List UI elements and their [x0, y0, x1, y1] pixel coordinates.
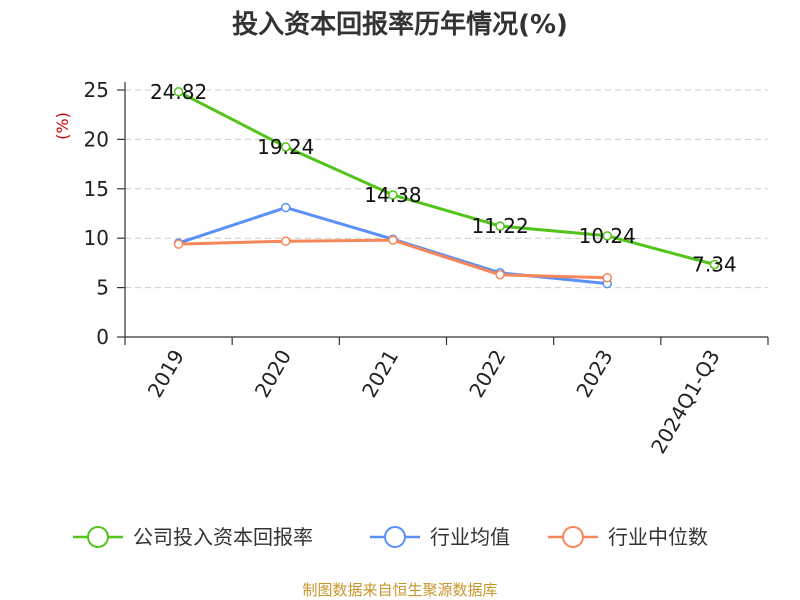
legend-marker	[562, 526, 584, 548]
legend-label: 行业均值	[430, 525, 510, 549]
data-point	[602, 272, 612, 283]
data-point	[281, 142, 291, 152]
series-line	[177, 90, 715, 266]
data-point	[388, 190, 398, 200]
data-point	[602, 231, 612, 241]
legend-item[interactable]: 行业中位数	[548, 525, 708, 549]
series-line	[178, 206, 608, 286]
x-tick-label: 2022	[464, 346, 510, 402]
data-point	[281, 236, 291, 246]
source-note: 制图数据来自恒生聚源数据库	[302, 581, 497, 599]
series-layer	[173, 87, 720, 289]
data-point	[495, 270, 505, 280]
data-label: 19.24	[257, 135, 314, 159]
x-tick-label: 2024Q1-Q3	[646, 346, 725, 458]
y-tick-label: 25	[84, 78, 109, 102]
legend-label: 公司投入资本回报率	[133, 525, 313, 549]
x-tick-label: 2021	[357, 346, 403, 402]
data-label: 14.38	[364, 183, 421, 207]
y-tick-label: 5	[96, 276, 109, 300]
y-tick-label: 15	[84, 177, 109, 201]
legend-item[interactable]: 公司投入资本回报率	[73, 525, 313, 549]
legend-item[interactable]: 行业均值	[370, 525, 510, 549]
data-label: 11.22	[471, 214, 528, 238]
chart-title: 投入资本回报率历年情况(%)	[232, 9, 568, 40]
data-point	[388, 235, 398, 245]
data-point	[495, 221, 505, 231]
y-tick-label: 20	[84, 127, 109, 151]
series-line	[178, 238, 608, 280]
data-label-layer: 24.82 19.24 14.38 11.22 10.24 7.34	[150, 80, 737, 277]
x-tick-label: 2019	[143, 346, 189, 402]
y-tick-label: 0	[96, 325, 109, 349]
legend: 公司投入资本回报率 行业均值 行业中位数	[73, 525, 708, 549]
data-label: 24.82	[150, 80, 207, 104]
x-tick-label: 2023	[571, 346, 617, 402]
data-label: 10.24	[579, 224, 636, 248]
y-axis-unit-label: (%)	[53, 112, 72, 140]
data-point	[709, 259, 720, 270]
grid-layer	[125, 89, 768, 289]
data-point	[173, 239, 184, 249]
legend-marker	[384, 526, 406, 548]
data-point	[281, 202, 291, 213]
data-point	[173, 87, 184, 97]
y-tick-label: 10	[84, 226, 109, 250]
legend-marker	[87, 526, 109, 548]
x-tick-label: 2020	[250, 346, 296, 402]
axis-layer: 0 5 10 15 20 25 2019 2020 2021 2022 2023 2024Q1-Q3	[84, 78, 769, 458]
data-label: 7.34	[692, 252, 737, 276]
legend-label: 行业中位数	[608, 525, 708, 549]
